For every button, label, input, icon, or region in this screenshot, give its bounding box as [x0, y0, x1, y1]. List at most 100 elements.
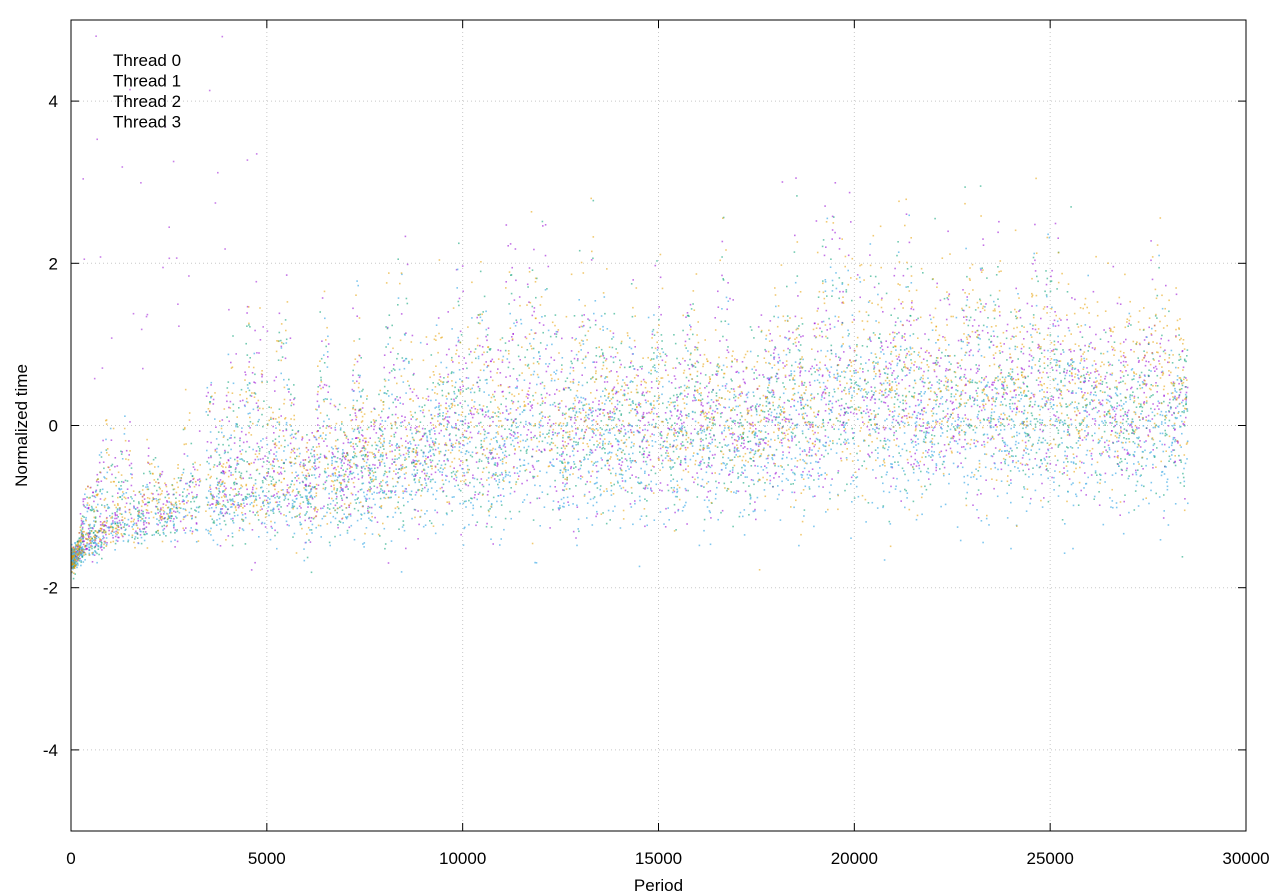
scatter-point — [532, 394, 534, 397]
scatter-point — [607, 443, 610, 445]
scatter-point — [391, 424, 393, 427]
scatter-point — [343, 478, 346, 481]
scatter-point — [925, 427, 927, 429]
scatter-point — [1021, 463, 1024, 466]
scatter-point — [1110, 335, 1112, 337]
scatter-point — [98, 553, 100, 556]
scatter-point — [326, 425, 328, 427]
scatter-point — [569, 438, 571, 441]
scatter-point — [737, 476, 740, 478]
scatter-point — [362, 447, 365, 449]
scatter-point — [905, 356, 907, 359]
scatter-point — [135, 522, 138, 525]
scatter-point — [572, 530, 575, 533]
scatter-point — [1052, 398, 1054, 401]
scatter-point — [920, 399, 922, 402]
scatter-point — [1065, 403, 1067, 405]
scatter-point — [464, 415, 467, 418]
scatter-point — [581, 428, 583, 431]
scatter-point — [498, 444, 501, 447]
scatter-point — [343, 452, 345, 454]
scatter-point — [844, 412, 847, 415]
scatter-point — [394, 431, 397, 434]
scatter-point — [1001, 387, 1003, 389]
scatter-point — [1118, 381, 1120, 384]
scatter-point — [298, 505, 301, 507]
scatter-point — [685, 347, 687, 349]
scatter-point — [310, 517, 313, 519]
scatter-point — [114, 542, 117, 545]
scatter-point — [461, 265, 464, 267]
scatter-point — [644, 424, 646, 426]
scatter-point — [680, 461, 682, 464]
scatter-point — [226, 499, 229, 501]
scatter-point — [434, 465, 437, 468]
scatter-point — [508, 340, 510, 342]
scatter-point — [799, 370, 802, 372]
scatter-point — [399, 396, 401, 399]
scatter-point — [356, 437, 358, 439]
scatter-point — [385, 493, 388, 496]
scatter-point — [173, 493, 175, 496]
scatter-point — [477, 376, 480, 379]
scatter-point — [686, 523, 688, 525]
scatter-point — [700, 372, 702, 375]
scatter-point — [1084, 344, 1086, 347]
scatter-point — [883, 428, 886, 431]
scatter-point — [415, 432, 417, 435]
scatter-point — [368, 467, 371, 470]
scatter-point — [908, 424, 910, 426]
scatter-point — [523, 426, 525, 428]
scatter-point — [986, 277, 988, 279]
scatter-point — [818, 381, 821, 384]
scatter-point — [505, 397, 507, 400]
scatter-point — [248, 361, 251, 363]
scatter-point — [492, 496, 495, 499]
scatter-point — [304, 519, 306, 522]
scatter-point — [1051, 447, 1053, 449]
scatter-point — [1122, 364, 1125, 367]
scatter-point — [765, 442, 767, 445]
scatter-point — [1087, 433, 1089, 436]
scatter-point — [539, 342, 542, 344]
scatter-point — [866, 397, 868, 399]
scatter-point — [241, 499, 244, 501]
scatter-point — [296, 494, 298, 497]
scatter-point — [467, 387, 470, 389]
scatter-point — [632, 279, 634, 281]
scatter-point — [817, 307, 819, 310]
scatter-point — [878, 427, 880, 430]
scatter-point — [1087, 350, 1089, 352]
scatter-point — [628, 436, 630, 439]
scatter-point — [826, 387, 828, 389]
scatter-point — [396, 357, 398, 360]
scatter-point — [1050, 350, 1053, 352]
scatter-point — [511, 266, 513, 269]
scatter-point — [755, 428, 757, 430]
scatter-point — [1094, 391, 1097, 393]
scatter-point — [1022, 427, 1024, 430]
scatter-point — [218, 480, 221, 483]
scatter-point — [741, 442, 743, 444]
scatter-point — [684, 340, 687, 343]
scatter-point — [233, 483, 236, 486]
scatter-point — [674, 378, 677, 380]
scatter-point — [964, 368, 967, 371]
scatter-point — [626, 459, 628, 462]
scatter-point — [116, 508, 119, 510]
scatter-point — [801, 382, 803, 384]
scatter-point — [1006, 393, 1008, 395]
scatter-point — [1068, 364, 1071, 367]
scatter-point — [525, 452, 528, 454]
scatter-point — [1000, 468, 1003, 471]
scatter-point — [544, 416, 546, 418]
scatter-point — [323, 470, 326, 473]
scatter-point — [251, 491, 253, 494]
scatter-point — [1182, 366, 1185, 369]
scatter-point — [513, 466, 515, 468]
scatter-point — [358, 376, 361, 379]
scatter-point — [476, 425, 478, 427]
scatter-point — [380, 429, 382, 431]
scatter-point — [392, 401, 394, 404]
scatter-point — [262, 461, 265, 463]
